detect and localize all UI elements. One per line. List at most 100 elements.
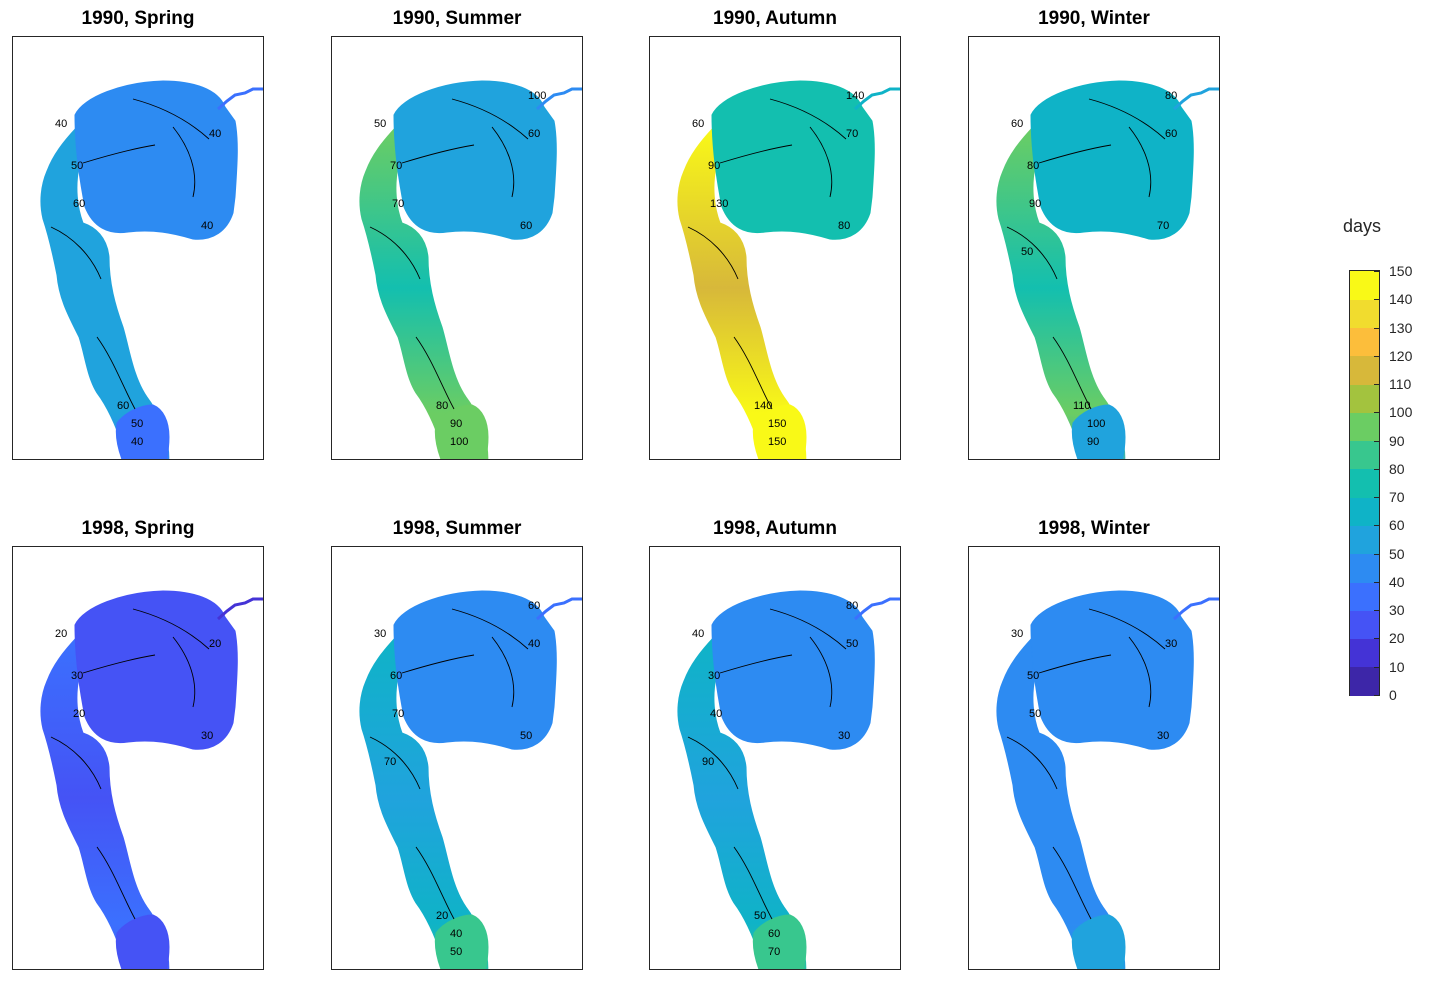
colorbar-tick-mark xyxy=(1374,468,1380,470)
contour-label: 60 xyxy=(692,118,704,130)
contour-label: 100 xyxy=(450,436,468,448)
contour-label: 30 xyxy=(71,670,83,682)
lake-north-basin-region xyxy=(1030,590,1194,750)
panel-title: 1990, Summer xyxy=(392,8,522,29)
contour-label: 50 xyxy=(520,730,532,742)
colorbar-segment xyxy=(1350,327,1379,357)
lake-map: 30 30 30 50 50 xyxy=(996,590,1219,969)
lake-channel-region xyxy=(359,126,489,459)
colorbar-segment xyxy=(1350,525,1379,555)
colorbar-tick-mark xyxy=(1374,695,1380,696)
colorbar-tick-label: 90 xyxy=(1389,432,1405,449)
contour-line xyxy=(132,608,210,650)
river-outlet xyxy=(217,597,263,621)
contour-label: 70 xyxy=(392,708,404,720)
contour-line xyxy=(769,98,847,140)
map-frame: 50 60 60 70 70 80 90 100 100 xyxy=(331,36,583,460)
contour-label: 140 xyxy=(846,90,864,102)
lake-map: 60 60 70 80 90 110 100 90 80 50 xyxy=(996,80,1219,459)
contour-line xyxy=(451,608,529,650)
lake-channel-region xyxy=(40,126,170,459)
contour-label: 50 xyxy=(1021,246,1033,258)
contour-label: 60 xyxy=(520,220,532,232)
contour-line xyxy=(132,98,210,140)
contour-label: 40 xyxy=(528,638,540,650)
river-outlet xyxy=(536,87,582,111)
map-frame: 40 40 40 50 60 60 50 40 xyxy=(12,36,264,460)
contour-line xyxy=(401,654,475,674)
contour-line xyxy=(50,226,102,280)
contour-label: 50 xyxy=(374,118,386,130)
lake-north-basin-region xyxy=(711,590,875,750)
contour-label: 30 xyxy=(708,670,720,682)
contour-label: 70 xyxy=(392,198,404,210)
colorbar-tick-label: 60 xyxy=(1389,517,1405,534)
contour-line xyxy=(491,126,515,198)
contour-label: 90 xyxy=(450,418,462,430)
contour-label: 40 xyxy=(131,436,143,448)
contour-line xyxy=(82,654,156,674)
contour-line xyxy=(1052,336,1092,410)
contour-label: 90 xyxy=(702,756,714,768)
map-frame: 30 30 30 50 50 xyxy=(968,546,1220,970)
colorbar-tick-label: 20 xyxy=(1389,630,1405,647)
colorbar xyxy=(1349,270,1380,696)
contour-line xyxy=(1128,636,1152,708)
contour-label: 20 xyxy=(209,638,221,650)
contour-label: 70 xyxy=(846,128,858,140)
lake-north-basin-region xyxy=(1030,80,1194,240)
contour-label: 30 xyxy=(1165,638,1177,650)
colorbar-tick-mark xyxy=(1374,327,1380,329)
contour-label: 90 xyxy=(1029,198,1041,210)
river-outlet xyxy=(1173,597,1219,621)
river-outlet xyxy=(536,597,582,621)
colorbar-tick-label: 80 xyxy=(1389,460,1405,477)
contour-label: 50 xyxy=(1029,708,1041,720)
river-outlet xyxy=(217,87,263,111)
contour-line xyxy=(415,336,455,410)
colorbar-tick-mark xyxy=(1374,610,1380,612)
lake-north-basin-region xyxy=(393,80,557,240)
lake-channel-region xyxy=(996,636,1126,969)
lake-south-basin-region xyxy=(434,914,489,969)
contour-line xyxy=(687,736,739,790)
colorbar-segment xyxy=(1350,497,1379,526)
contour-label: 40 xyxy=(55,118,67,130)
lake-south-basin-region xyxy=(434,404,489,459)
colorbar-tick-label: 150 xyxy=(1389,263,1413,279)
panel-title: 1990, Spring xyxy=(81,8,195,29)
contour-line xyxy=(491,636,515,708)
contour-line xyxy=(1006,226,1058,280)
contour-label: 40 xyxy=(710,708,722,720)
colorbar-tick-mark xyxy=(1374,355,1380,357)
lake-north-basin-region xyxy=(711,80,875,240)
contour-label: 60 xyxy=(768,928,780,940)
colorbar-tick-mark xyxy=(1374,412,1380,414)
contour-label: 60 xyxy=(117,400,129,412)
panel-title: 1998, Summer xyxy=(392,518,522,539)
contour-line xyxy=(809,636,833,708)
contour-line xyxy=(687,226,739,280)
contour-label: 80 xyxy=(1165,90,1177,102)
contour-line xyxy=(415,846,455,920)
contour-line xyxy=(769,608,847,650)
contour-line xyxy=(733,336,773,410)
contour-label: 60 xyxy=(528,128,540,140)
panel-title: 1998, Autumn xyxy=(713,518,837,539)
colorbar-tick-label: 120 xyxy=(1389,347,1413,364)
colorbar-tick-label: 40 xyxy=(1389,573,1405,590)
lake-channel-region xyxy=(996,126,1126,459)
colorbar-tick-label: 10 xyxy=(1389,658,1405,675)
contour-label: 60 xyxy=(390,670,402,682)
colorbar-tick-label: 0 xyxy=(1389,687,1397,703)
contour-line xyxy=(96,846,136,920)
colorbar-tick-label: 140 xyxy=(1389,291,1413,308)
contour-line xyxy=(96,336,136,410)
contour-label: 20 xyxy=(73,708,85,720)
colorbar-tick-label: 100 xyxy=(1389,404,1413,421)
colorbar-segment xyxy=(1350,638,1379,668)
colorbar-tick-mark xyxy=(1374,271,1380,272)
lake-channel-region xyxy=(359,636,489,969)
colorbar-title: days xyxy=(1343,216,1382,236)
